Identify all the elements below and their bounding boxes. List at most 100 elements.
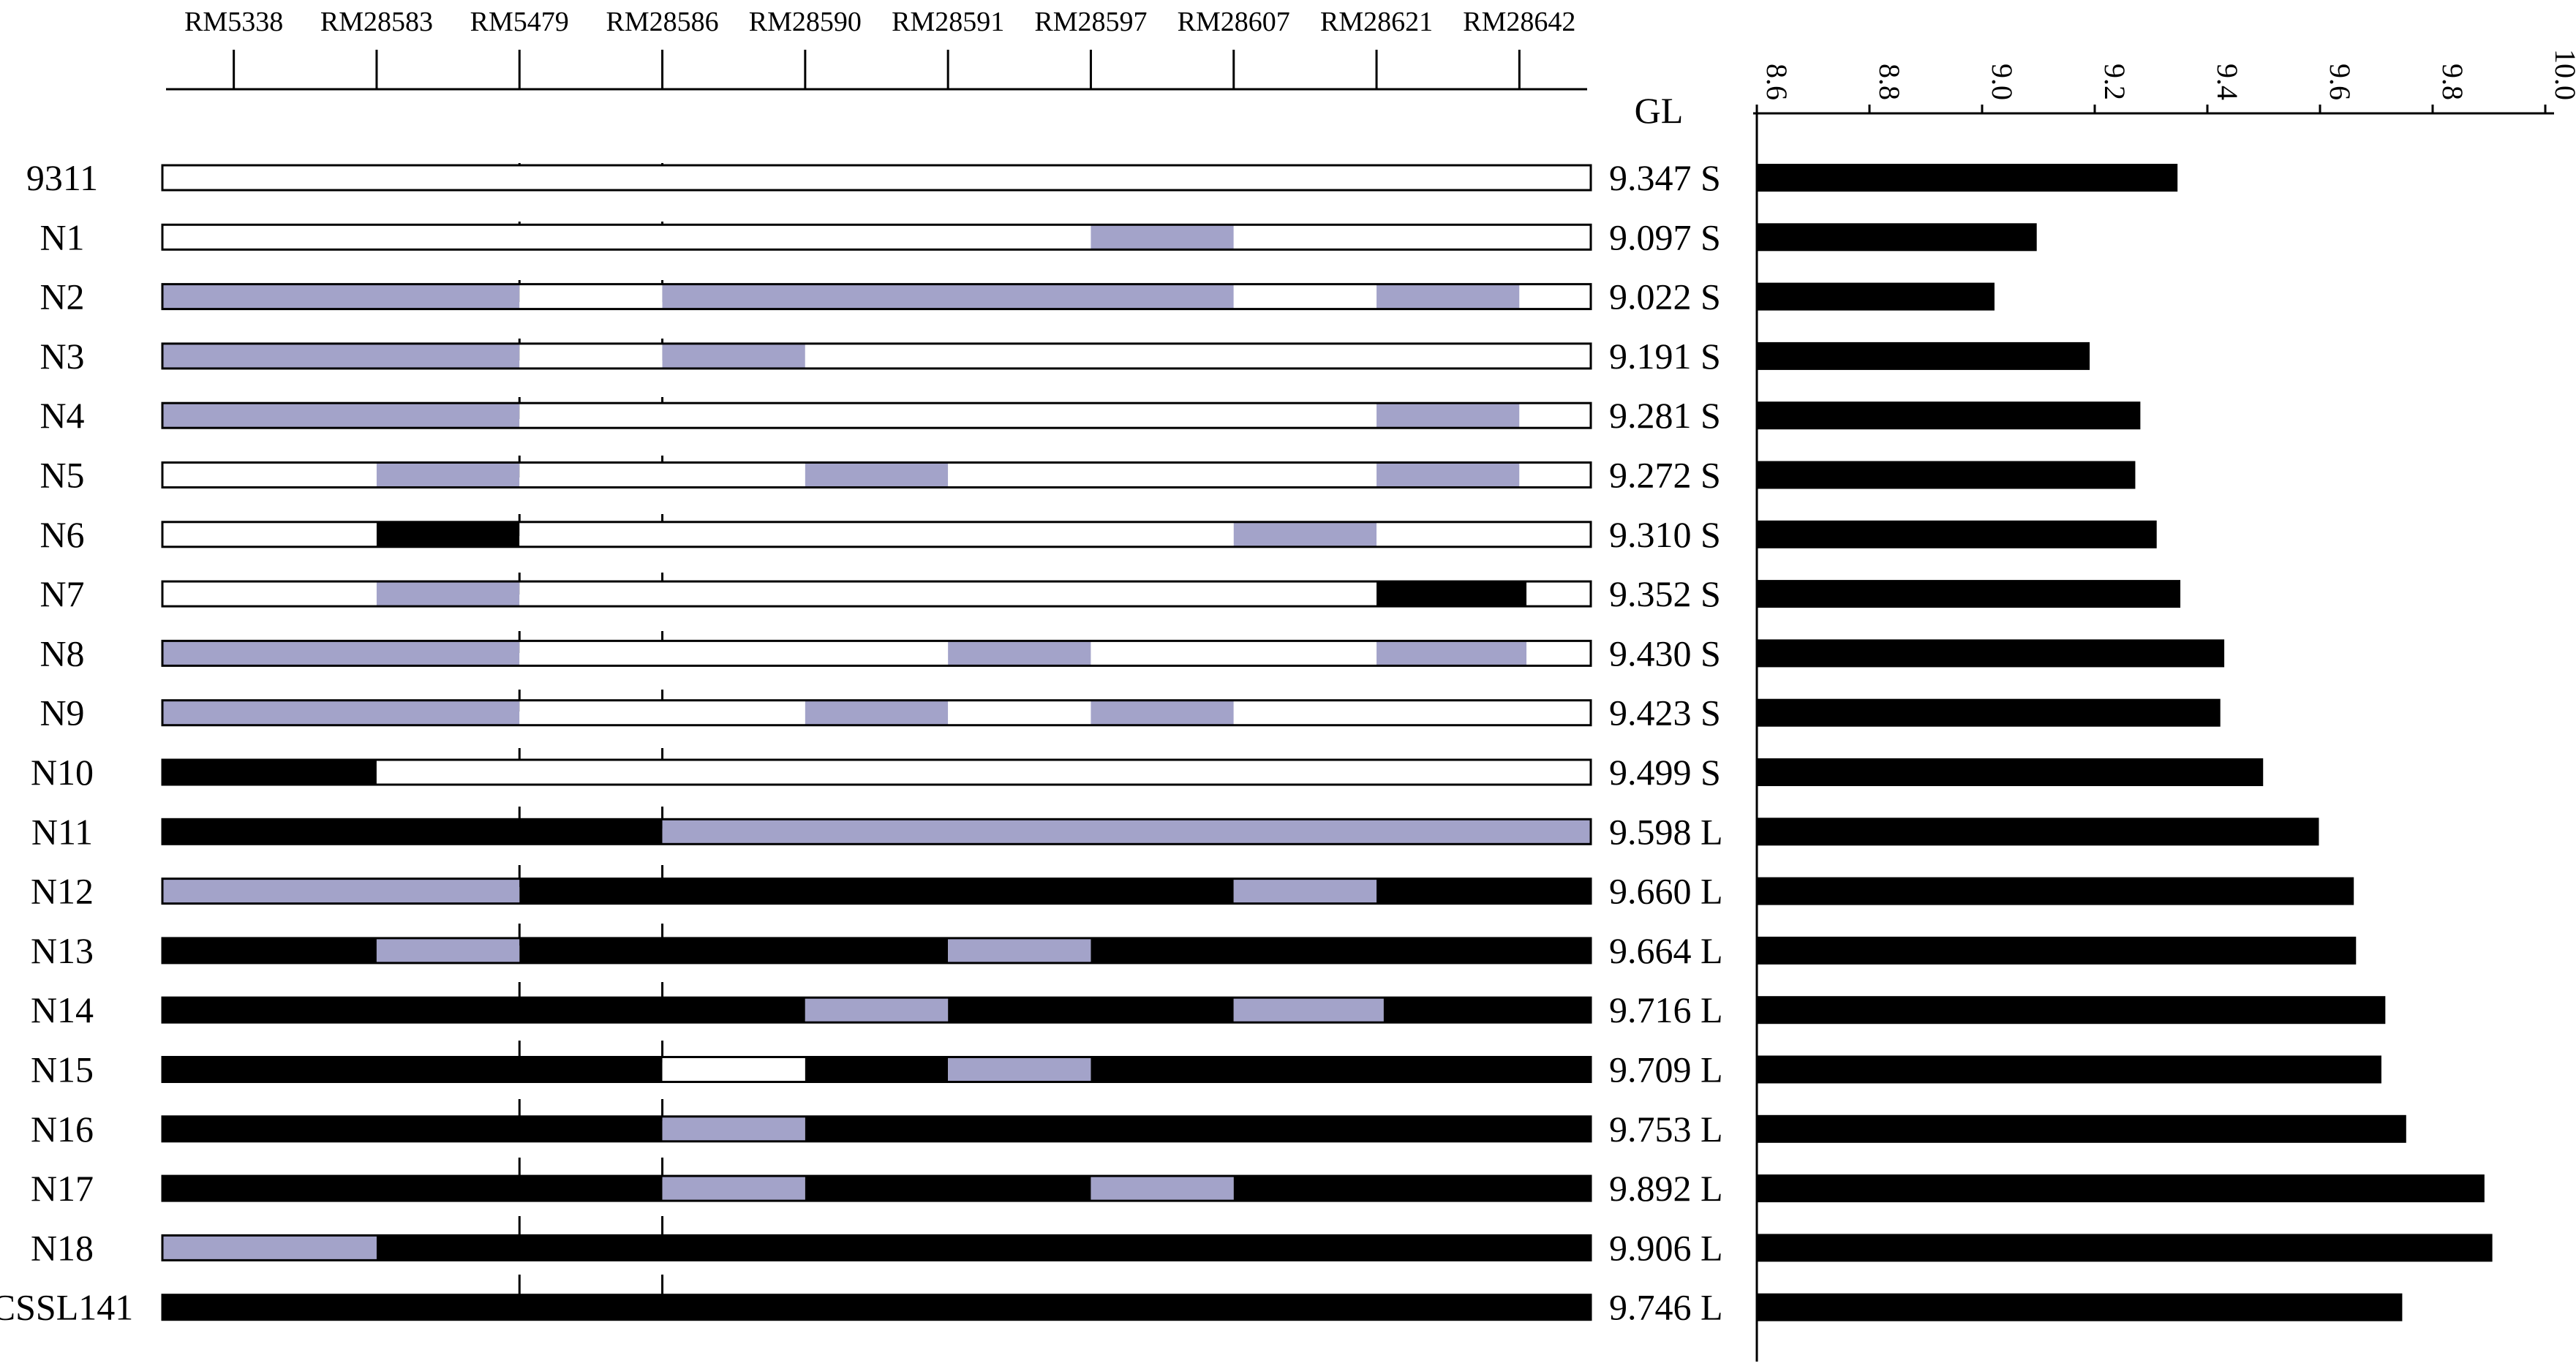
genotype-segment (162, 521, 377, 547)
genotype-segment (1519, 284, 1591, 309)
line-row: N2 (39, 276, 1592, 317)
genotype-segment (1233, 878, 1377, 904)
chromosome-outline (161, 758, 1592, 786)
genotype-segment (1233, 1176, 1591, 1201)
gl-bar (1757, 877, 2354, 905)
genotype-segment (1526, 641, 1591, 666)
line-row: N14 (31, 989, 1592, 1030)
genotype-segment (519, 521, 1234, 547)
gl-value-label: 9.906 L (1609, 1227, 1723, 1268)
marker-label: RM28642 (1463, 7, 1575, 37)
chromosome-outline (161, 1174, 1592, 1202)
line-name-label: CSSL141 (0, 1287, 133, 1328)
line-name-label: N6 (39, 514, 84, 555)
chromosome-outline (161, 223, 1592, 251)
genotype-segment (948, 700, 1091, 725)
marker-label: RM28591 (892, 7, 1004, 37)
genotype-segment (162, 403, 520, 429)
gl-bar (1757, 1293, 2403, 1321)
chromosome-outline (161, 580, 1592, 608)
chromosome-outline (161, 878, 1592, 905)
gl-value-label: 9.423 S (1609, 693, 1721, 733)
line-name-label: N2 (39, 276, 84, 317)
gl-bar (1757, 164, 2178, 192)
line-name-label: N3 (39, 336, 84, 377)
line-name-label: N11 (31, 811, 93, 852)
gl-value-label: 9.892 L (1609, 1168, 1723, 1209)
genotype-segment (376, 462, 520, 488)
gl-bar (1757, 996, 2386, 1024)
line-name-label: N7 (39, 573, 84, 614)
marker-label: RM28590 (749, 7, 862, 37)
gl-tick-label: 8.6 (1760, 64, 1793, 100)
genotype-segment (662, 1176, 805, 1201)
genotype-segment (162, 997, 805, 1023)
gl-bar (1757, 580, 2181, 608)
genotype-segment (1233, 997, 1384, 1023)
gl-bar (1757, 936, 2357, 965)
genotype-segment (1091, 937, 1591, 963)
line-name-label: N13 (31, 930, 94, 971)
genotype-segment (1383, 997, 1591, 1023)
genotype-segment (162, 1235, 377, 1261)
genotype-segment (376, 937, 520, 963)
gl-bar (1757, 1114, 2406, 1143)
gl-bar (1757, 698, 2221, 727)
genotype-segment (805, 343, 1591, 369)
gl-bar (1757, 520, 2157, 548)
gl-value-label: 9.097 S (1609, 216, 1721, 257)
genotype-segment (162, 760, 377, 785)
line-name-label: 9311 (26, 157, 98, 198)
line-name-label: N10 (31, 752, 94, 793)
chromosome-outline (161, 283, 1592, 311)
line-name-label: N4 (39, 395, 84, 436)
genotype-segment (948, 1057, 1091, 1082)
genotype-segment (1376, 521, 1591, 547)
gl-tick-label: 8.8 (1873, 64, 1906, 100)
chromosome-outline (161, 521, 1592, 548)
line-row: CSSL141 (0, 1287, 1592, 1328)
line-row: N8 (39, 633, 1592, 673)
genotype-segment (1376, 641, 1527, 666)
gl-value-label: 9.598 L (1609, 811, 1723, 852)
genotype-segment (519, 641, 949, 666)
marker-label: RM28586 (606, 7, 718, 37)
line-name-label: N14 (31, 989, 94, 1030)
marker-header: RM5338 RM28583 RM5479 RM28586 RM28590 RM28591… (166, 7, 1587, 91)
genotype-segment (1091, 1176, 1234, 1201)
gl-value-label: 9.022 S (1609, 276, 1721, 317)
genotype-segment (376, 760, 1592, 785)
gl-tick-label: 9.6 (2324, 64, 2357, 100)
genotype-segment (1091, 641, 1377, 666)
line-row: N11 (31, 811, 1592, 852)
genotype-segment (162, 641, 520, 666)
gl-bar (1757, 1234, 2493, 1262)
gl-values: 9.347 S 9.097 S 9.022 S 9.191 S 9.281 S 9.272… (1609, 157, 1723, 1328)
genotype-segment (162, 937, 377, 963)
chromosome-outline (161, 937, 1592, 965)
genotype-segment (805, 1176, 1091, 1201)
gl-value-label: 9.753 L (1609, 1109, 1723, 1150)
chromosome-outline (161, 164, 1592, 192)
gl-bar (1757, 639, 2225, 668)
chromosome-outline (161, 1234, 1592, 1261)
genotype-segment (1233, 700, 1591, 725)
gl-tick-label: 9.0 (1986, 64, 2019, 100)
chromosome-rows: 9311 N1 N2 N3 N4 N5 N6 N7 N8 N9 N10 N11 N12 N13 N14 N15… (0, 157, 1592, 1328)
line-name-label: N9 (39, 693, 84, 733)
gl-value-label: 9.716 L (1609, 989, 1723, 1030)
genotype-segment (376, 581, 520, 607)
genotype-segment (376, 521, 520, 547)
genotype-segment (162, 284, 520, 309)
line-row: N17 (31, 1168, 1592, 1209)
line-row: N6 (39, 514, 1592, 555)
genotype-segment (1091, 700, 1234, 725)
marker-label: RM28583 (320, 7, 433, 37)
genotype-segment (805, 1057, 949, 1082)
dashed-guides (518, 163, 664, 1322)
line-name-label: N16 (31, 1109, 94, 1150)
genotype-segment (948, 997, 1234, 1023)
gl-value-label: 9.347 S (1609, 157, 1721, 198)
genotype-segment (1091, 224, 1234, 250)
